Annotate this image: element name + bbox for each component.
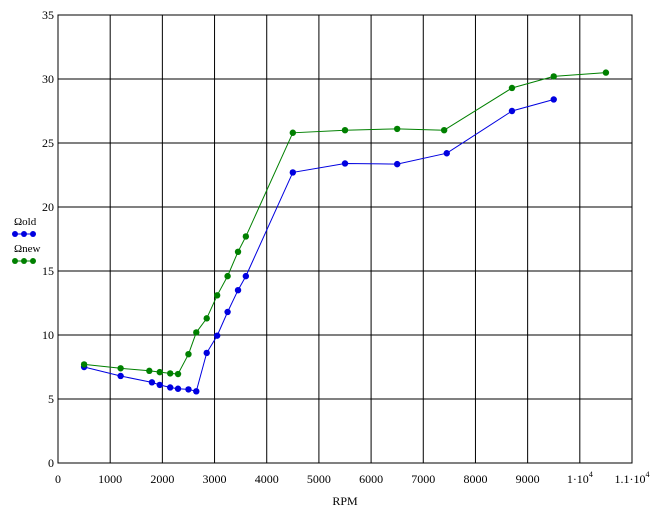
- x-tick-label: 9000: [516, 472, 540, 486]
- x-axis-label: RPM: [332, 494, 358, 508]
- data-point: [242, 272, 250, 280]
- x-tick-label: 1·104: [567, 470, 593, 486]
- data-point: [174, 385, 182, 392]
- data-point: [174, 370, 182, 378]
- data-point: [242, 233, 250, 240]
- x-tick-label: 2000: [150, 472, 174, 486]
- data-point: [117, 372, 124, 380]
- data-point: [289, 169, 297, 176]
- data-point: [341, 160, 349, 167]
- y-tick-label: 5: [48, 392, 54, 406]
- data-point: [185, 351, 192, 358]
- y-tick-label: 0: [48, 456, 54, 470]
- data-point: [80, 361, 88, 368]
- data-point: [156, 381, 163, 389]
- x-tick-label: 3000: [203, 472, 227, 486]
- x-tick-label: 8000: [463, 472, 487, 486]
- data-point: [203, 315, 210, 322]
- legend-marker: [21, 231, 27, 237]
- data-point: [508, 84, 516, 92]
- y-tick-label: 10: [42, 328, 54, 342]
- data-point: [166, 384, 174, 391]
- x-tick-label: 1.1·104: [615, 470, 650, 486]
- data-point: [393, 160, 401, 168]
- legend: Ωold Ωnew: [12, 216, 41, 264]
- data-point: [117, 365, 124, 372]
- y-tick-label: 20: [42, 200, 54, 214]
- x-tick-labels: 0 1000 2000 3000 4000 5000 6000 7000 8000 9000 1·1…: [55, 470, 650, 486]
- data-point: [550, 96, 557, 103]
- y-tick-label: 30: [42, 72, 54, 86]
- legend-marker: [30, 258, 36, 264]
- legend-label: Ωold: [14, 216, 37, 228]
- x-tick-label: 1000: [98, 472, 122, 486]
- data-series: [80, 69, 610, 395]
- x-tick-label: 6000: [359, 472, 383, 486]
- plot-frame: [57, 14, 633, 464]
- legend-label: Ωnew: [14, 243, 41, 255]
- y-tick-labels: 0 5 10 15 20 25 30 35: [42, 8, 54, 470]
- legend-marker: [12, 258, 18, 264]
- x-tick-label: 7000: [411, 472, 435, 486]
- data-point: [213, 332, 221, 339]
- data-point: [393, 125, 401, 133]
- data-point: [224, 272, 231, 280]
- y-tick-label: 15: [42, 264, 54, 278]
- legend-marker: [21, 258, 27, 264]
- x-tick-label: 4000: [255, 472, 279, 486]
- legend-marker: [12, 231, 18, 237]
- data-point: [193, 388, 200, 395]
- data-point: [185, 386, 192, 393]
- data-point: [289, 129, 297, 136]
- data-point: [166, 370, 174, 377]
- data-point: [440, 127, 448, 134]
- data-point: [146, 367, 153, 375]
- x-tick-label: 0: [55, 472, 61, 486]
- data-point: [193, 329, 200, 336]
- legend-marker: [30, 231, 36, 237]
- data-point: [234, 248, 242, 255]
- data-point: [203, 349, 210, 357]
- x-tick-label: 5000: [307, 472, 331, 486]
- grid-lines: [57, 14, 633, 464]
- data-point: [234, 287, 242, 294]
- series-1: [80, 69, 610, 378]
- series-0: [80, 96, 557, 395]
- data-point: [213, 292, 221, 299]
- y-tick-label: 25: [42, 136, 54, 150]
- data-point: [550, 73, 557, 80]
- data-point: [508, 107, 516, 115]
- data-point: [341, 127, 349, 134]
- y-tick-label: 35: [42, 8, 54, 22]
- data-point: [224, 308, 231, 316]
- data-point: [602, 69, 610, 76]
- data-point: [148, 379, 156, 386]
- data-point: [443, 150, 450, 157]
- data-point: [156, 368, 163, 376]
